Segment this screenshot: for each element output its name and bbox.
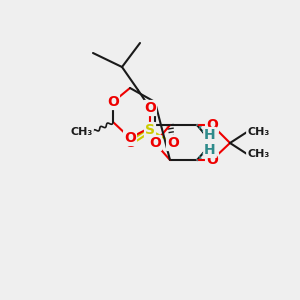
Text: O: O: [124, 131, 136, 145]
Text: O: O: [206, 153, 218, 167]
Text: H: H: [204, 128, 216, 142]
Text: O: O: [107, 95, 119, 109]
Text: S: S: [145, 123, 155, 137]
Text: CH₃: CH₃: [71, 127, 93, 137]
Text: O: O: [124, 136, 136, 150]
Text: CH₃: CH₃: [247, 149, 269, 159]
Text: O: O: [144, 101, 156, 115]
Text: CH₃: CH₃: [247, 127, 269, 137]
Text: H: H: [204, 143, 216, 157]
Text: O: O: [149, 136, 161, 150]
Text: O: O: [167, 136, 179, 150]
Text: O: O: [206, 118, 218, 132]
